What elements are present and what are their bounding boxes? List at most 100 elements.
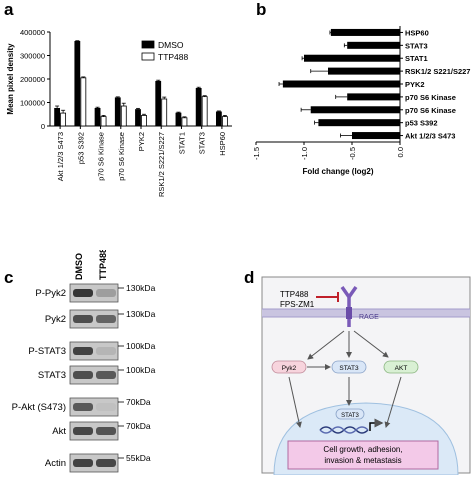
- outcome-line-1: Cell growth, adhesion,: [323, 445, 402, 454]
- bar-dmso: [135, 109, 141, 127]
- outcome-box: [287, 440, 439, 470]
- receptor-label: RAGE: [359, 314, 379, 321]
- x-tick-label: p53 S392: [76, 132, 85, 164]
- blot-row-label: P-STAT3: [28, 346, 66, 357]
- bar-dmso: [54, 107, 61, 127]
- legend-label: DMSO: [158, 40, 184, 50]
- kda-label: 100kDa: [126, 365, 156, 375]
- y-tick-label: RSK1/2 S221/S227: [405, 67, 470, 76]
- blot-row: P-Akt (S473) 70kDa: [12, 397, 151, 417]
- blot-band: [73, 289, 93, 297]
- blot-band: [96, 289, 116, 297]
- x-axis-label: Fold change (log2): [302, 167, 373, 176]
- panel-label-c: c: [4, 268, 14, 287]
- bar: [310, 106, 400, 114]
- y-tick-label: p53 S392: [405, 119, 438, 128]
- bar-dmso: [74, 40, 81, 127]
- blot-band: [73, 371, 93, 379]
- legend-swatch: [141, 52, 155, 61]
- legend-swatch: [141, 40, 155, 49]
- x-tick-label: 0.0: [396, 147, 405, 157]
- western-blot: DMSO TTP488 P-Pyk2 130kDa Pyk2 130kDa P-STAT3 1…: [12, 250, 156, 473]
- y-tick-label: Akt 1/2/3 S473: [405, 132, 455, 141]
- node-pyk2: [271, 360, 307, 374]
- bar-ttp488: [60, 112, 67, 127]
- outcome-line-2: invasion & metastasis: [324, 456, 401, 465]
- y-tick-label: p70 S6 Kinase: [405, 106, 456, 115]
- legend-label: TTP488: [158, 52, 189, 62]
- blot-membrane: [69, 341, 119, 361]
- blot-membrane: [69, 283, 119, 303]
- svg-text:STAT3: STAT3: [341, 413, 359, 419]
- kda-label: 55kDa: [126, 453, 151, 463]
- cell-membrane: [262, 309, 470, 317]
- blot-band: [96, 403, 116, 411]
- y-tick-label: 0: [41, 122, 45, 131]
- y-tick-label: 100000: [20, 99, 45, 108]
- blot-row-label: Pyk2: [45, 314, 66, 325]
- node-akt: [383, 360, 419, 374]
- x-tick-label: PYK2: [137, 132, 146, 151]
- x-tick-label: RSK1/2 S221/S227: [157, 132, 166, 197]
- x-tick-label: Akt 1/2/3 S473: [56, 132, 65, 181]
- bar-ttp488: [141, 115, 147, 127]
- panel-label-d: d: [244, 268, 255, 287]
- blot-membrane: [69, 309, 119, 329]
- dna-icon: [319, 426, 369, 434]
- bar: [347, 93, 400, 101]
- kda-label: 70kDa: [126, 397, 151, 407]
- blot-row: Akt 70kDa: [52, 421, 151, 441]
- lane-label: DMSO: [74, 253, 84, 280]
- signalling-diagram: RAGE TTP488 FPS-ZM1 Pyk2 STAT3 AKT STAT3…: [261, 276, 471, 475]
- svg-text:STAT3: STAT3: [339, 365, 359, 372]
- svg-text:AKT: AKT: [395, 365, 408, 372]
- bar-ttp488: [80, 77, 87, 127]
- y-tick-label: p70 S6 Kinase: [405, 93, 456, 102]
- bar-ttp488: [221, 116, 228, 127]
- x-tick-label: STAT1: [177, 132, 186, 154]
- blot-band: [73, 315, 93, 323]
- chart-b: -1.5 -1.0 -0.5 0.0 Fold change (log2) HSP60 ST…: [252, 26, 470, 176]
- blot-row: Actin 55kDa: [45, 453, 151, 473]
- y-tick-label: STAT1: [405, 54, 428, 63]
- bar-dmso: [175, 112, 182, 127]
- blot-row-label: P-Akt (S473): [12, 402, 66, 413]
- bar: [318, 119, 400, 127]
- y-tick-label: STAT3: [405, 41, 428, 50]
- blot-band: [73, 459, 93, 467]
- bar: [304, 54, 400, 62]
- bar: [330, 28, 400, 36]
- x-tick-label: p70 S6 Kinase: [117, 132, 126, 181]
- blot-band: [96, 371, 116, 379]
- x-tick-label: STAT3: [198, 132, 207, 154]
- bar-ttp488: [100, 116, 107, 127]
- bar-dmso: [114, 97, 121, 127]
- inhibitor-fpszm1: FPS-ZM1: [280, 300, 315, 309]
- bar: [347, 41, 400, 49]
- blot-row-label: Akt: [52, 426, 66, 437]
- blot-band: [96, 347, 116, 355]
- y-tick-label: 300000: [20, 52, 45, 61]
- blot-row: STAT3 100kDa: [38, 365, 156, 385]
- y-tick-label: 400000: [20, 28, 45, 37]
- panel-label-a: a: [4, 0, 14, 19]
- bar-ttp488: [120, 105, 127, 127]
- bar-dmso: [94, 107, 101, 127]
- chart-a: 0 100000 200000 300000 400000 Mean pixel dens…: [6, 28, 232, 197]
- svg-text:Pyk2: Pyk2: [282, 365, 297, 372]
- blot-row-label: STAT3: [38, 370, 66, 381]
- blot-band: [96, 427, 116, 435]
- bar-ttp488: [161, 98, 168, 127]
- bar: [328, 67, 400, 75]
- panel-label-b: b: [256, 0, 267, 19]
- x-tick-label: -1.5: [252, 147, 261, 160]
- bar-ttp488: [181, 117, 188, 127]
- y-tick-label: 200000: [20, 75, 45, 84]
- blot-band: [73, 403, 93, 411]
- rage-receptor-icon: [340, 285, 358, 327]
- lane-label: TTP488: [98, 250, 108, 280]
- y-axis-label: Mean pixel density: [6, 43, 15, 115]
- y-tick-label: HSP60: [405, 28, 429, 37]
- blot-row: Pyk2 130kDa: [45, 309, 156, 329]
- blot-membrane: [69, 421, 119, 441]
